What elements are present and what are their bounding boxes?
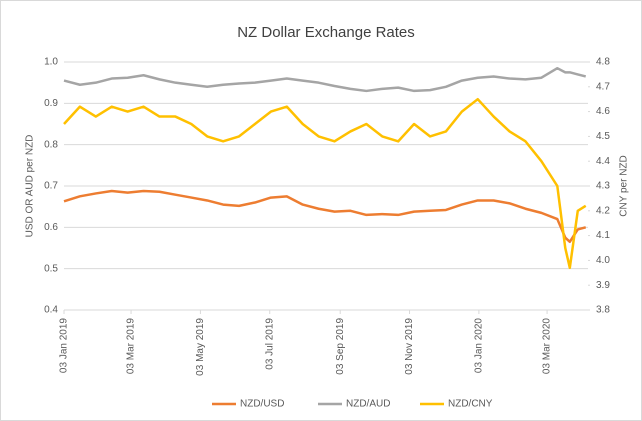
y2-tick-label: 4.0 xyxy=(596,255,610,266)
y-tick-label: 0.7 xyxy=(44,181,58,192)
y2-tick-label: 4.7 xyxy=(596,81,610,92)
x-tick-label: 03 Sep 2019 xyxy=(335,318,346,375)
y2-tick-label: 4.6 xyxy=(596,106,610,117)
x-tick-label: 03 Mar 2019 xyxy=(126,318,137,375)
series-line xyxy=(63,97,587,270)
y-tick-label: 0.6 xyxy=(44,222,58,233)
x-tick-label: 03 Jan 2019 xyxy=(59,318,70,373)
legend-label: NZD/CNY xyxy=(448,399,493,410)
legend-label: NZD/USD xyxy=(240,399,284,410)
x-tick-label: 03 Mar 2020 xyxy=(542,318,553,375)
y-tick-label: 0.5 xyxy=(44,263,58,274)
y2-tick-label: 4.4 xyxy=(596,156,610,167)
y-tick-label: 0.8 xyxy=(44,139,58,150)
y2-tick-label: 4.8 xyxy=(596,57,610,68)
chart-title: NZ Dollar Exchange Rates xyxy=(237,24,415,41)
y2-tick-label: 3.9 xyxy=(596,280,610,291)
y-tick-label: 0.9 xyxy=(44,98,58,109)
x-tick-label: 03 Jan 2020 xyxy=(474,318,485,373)
y2-tick-label: 4.2 xyxy=(596,205,610,216)
y2-tick-label: 4.5 xyxy=(596,131,610,142)
legend-label: NZD/AUD xyxy=(346,399,390,410)
y-axis-title: USD OR AUD per NZD xyxy=(25,135,36,238)
y2-tick-label: 3.8 xyxy=(596,305,610,316)
series-line xyxy=(63,189,587,244)
x-tick-label: 03 Jul 2019 xyxy=(264,318,275,370)
x-tick-label: 03 Nov 2019 xyxy=(404,318,415,375)
y2-tick-label: 4.1 xyxy=(596,230,610,241)
series-line xyxy=(63,66,587,93)
y-tick-label: 0.4 xyxy=(44,305,58,316)
y-tick-label: 1.0 xyxy=(44,57,58,68)
y2-axis-title: CNY per NZD xyxy=(619,155,630,217)
y2-tick-label: 4.3 xyxy=(596,181,610,192)
x-tick-label: 03 May 2019 xyxy=(195,318,206,376)
